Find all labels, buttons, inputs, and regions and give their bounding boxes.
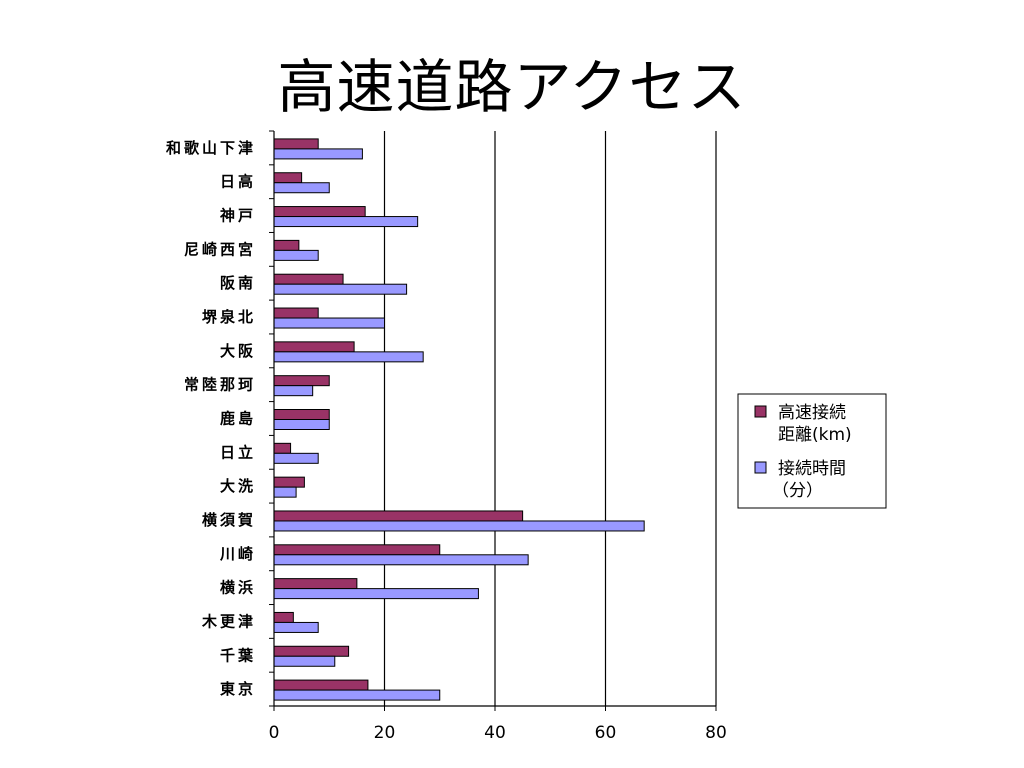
x-tick-label: 40 <box>484 723 506 743</box>
category-label: 神戸 <box>220 207 256 225</box>
legend-swatch-time <box>754 461 767 474</box>
bar-time <box>273 655 336 667</box>
x-tick-label: 0 <box>269 723 280 743</box>
category-label: 横浜 <box>220 579 256 597</box>
bar-time <box>273 520 645 532</box>
bar-time <box>273 689 441 701</box>
category-label: 和歌山下津 <box>166 139 256 157</box>
x-tick-label: 80 <box>705 723 727 743</box>
bar-distance <box>273 476 305 488</box>
category-label: 常陸那珂 <box>184 376 256 394</box>
bar-time <box>273 588 479 600</box>
category-labels: 和歌山下津日高神戸尼崎西宮阪南堺泉北大阪常陸那珂鹿島日立大洗横須賀川崎横浜木更津… <box>166 139 256 698</box>
category-label: 木更津 <box>201 612 256 630</box>
legend-swatch-distance <box>754 405 767 418</box>
x-tick-label: 60 <box>595 723 617 743</box>
category-label: 大阪 <box>220 342 256 360</box>
bar-distance <box>273 307 319 319</box>
category-label: 東京 <box>220 680 256 698</box>
category-label: 鹿島 <box>220 410 256 428</box>
bar-distance <box>273 206 366 218</box>
x-tick-label: 20 <box>374 723 396 743</box>
bar-distance <box>273 544 441 556</box>
bar-distance <box>273 138 319 150</box>
category-label: 尼崎西宮 <box>184 240 256 258</box>
bar-time <box>273 621 319 633</box>
bar-distance <box>273 409 330 420</box>
bar-time <box>273 317 385 329</box>
category-label: 阪南 <box>220 274 256 292</box>
bar-distance <box>273 510 524 522</box>
bar-distance <box>273 341 355 353</box>
legend: 高速接続 距離(km) 接続時間 （分） <box>737 393 887 509</box>
bar-time <box>273 351 424 363</box>
bar-time <box>273 182 330 194</box>
legend-label-distance-line2: 距離(km) <box>778 425 852 445</box>
bar-time <box>273 216 419 228</box>
grid-layer <box>383 131 717 706</box>
bar-distance <box>273 375 330 387</box>
category-label: 堺泉北 <box>202 308 256 326</box>
bar-time <box>273 554 529 566</box>
bar-time <box>273 249 319 261</box>
bar-time <box>273 486 297 498</box>
category-label: 日立 <box>220 443 256 461</box>
legend-label-time-line2: （分） <box>772 481 823 501</box>
bar-distance <box>273 578 358 590</box>
category-label: 川崎 <box>219 545 256 563</box>
category-label: 千葉 <box>220 646 256 664</box>
x-tick-labels: 0 20 40 60 80 <box>269 723 727 743</box>
bar-distance <box>273 172 303 184</box>
bar-distance <box>273 239 300 251</box>
bar-time <box>273 148 363 160</box>
bar-distance <box>273 442 292 454</box>
legend-label-distance-line1: 高速接続 <box>778 403 846 423</box>
category-label: 大洗 <box>220 477 256 495</box>
bar-distance <box>273 645 350 657</box>
bar-distance <box>273 611 294 623</box>
bars-layer <box>273 138 645 701</box>
bar-distance <box>273 679 369 691</box>
bar-time <box>273 419 330 430</box>
bar-time <box>273 385 314 397</box>
category-label: 日高 <box>220 173 256 191</box>
bar-time <box>273 283 408 295</box>
slide-title: 高速道路アクセス <box>277 53 747 121</box>
axis-layer <box>269 130 717 711</box>
legend-label-time-line1: 接続時間 <box>778 459 846 479</box>
bar-distance <box>273 273 344 285</box>
category-label: 横須賀 <box>202 511 256 529</box>
bar-time <box>273 452 319 464</box>
